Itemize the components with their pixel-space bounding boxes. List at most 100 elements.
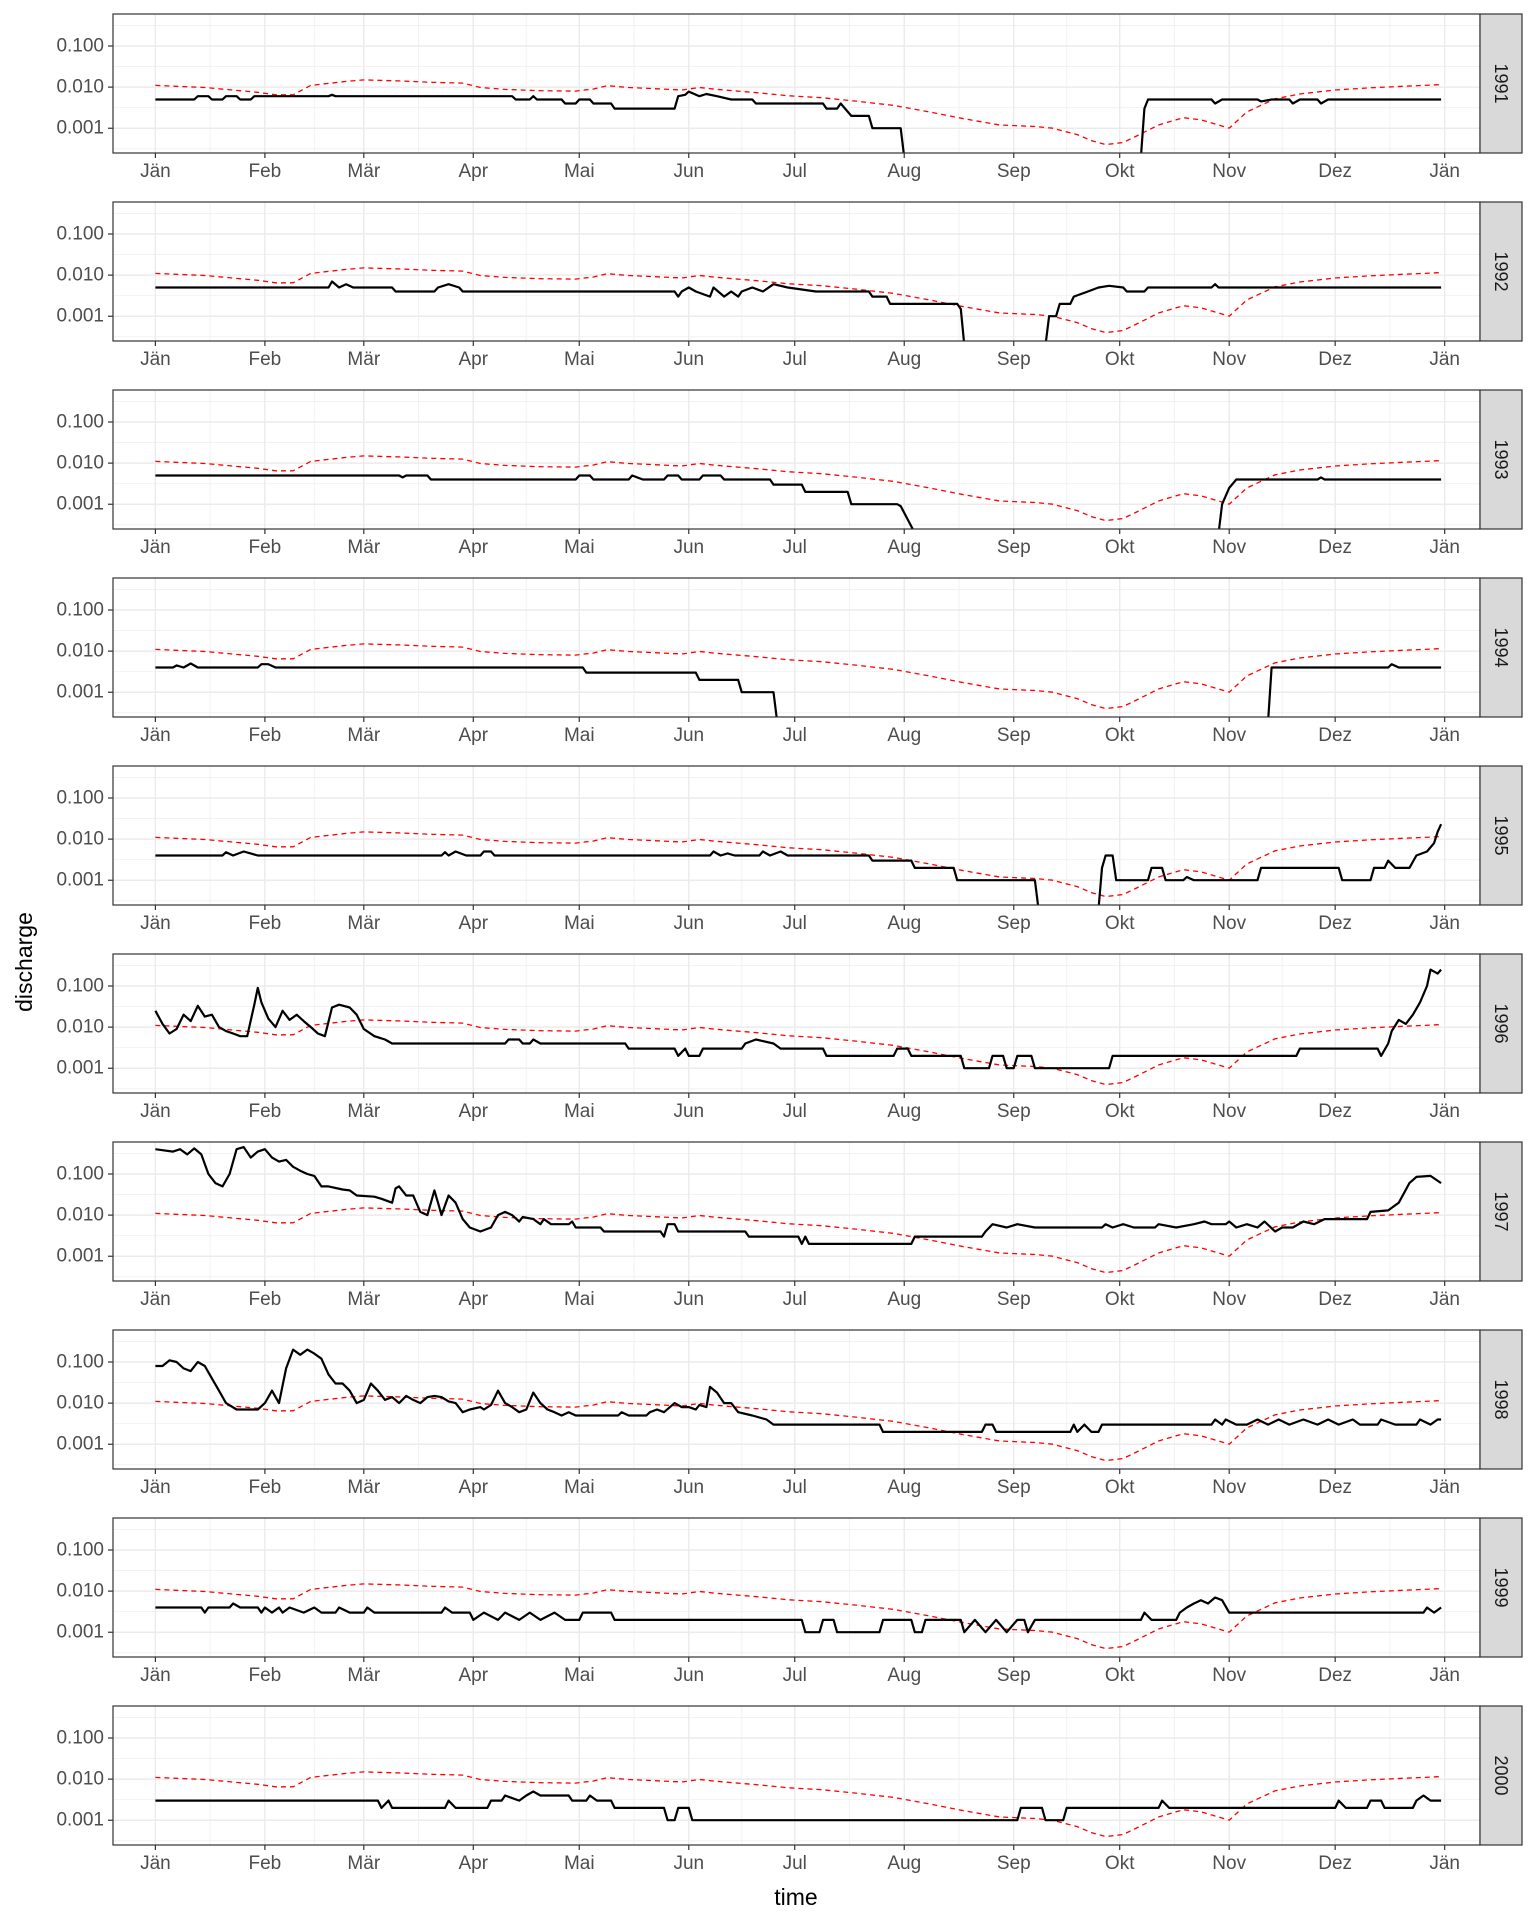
x-tick-label: Jul: [783, 1665, 807, 1686]
x-tick-label: Okt: [1105, 725, 1135, 746]
x-tick-label: Sep: [997, 537, 1031, 558]
x-tick-label: Feb: [249, 1477, 282, 1498]
x-tick-label: Aug: [887, 913, 921, 934]
x-tick-label: Jul: [783, 725, 807, 746]
discharge-line: [155, 662, 1442, 717]
x-tick-label: Mai: [564, 161, 595, 182]
panel-background: [113, 202, 1480, 341]
x-tick-label: Jul: [783, 1477, 807, 1498]
strip-label: 1994: [1491, 627, 1511, 667]
x-tick-label: Feb: [249, 1665, 282, 1686]
x-tick-label: Jun: [673, 537, 704, 558]
y-tick-label: 0.010: [56, 1769, 104, 1790]
x-axis-title: time: [774, 1884, 817, 1910]
y-tick-label: 0.010: [56, 1205, 104, 1226]
x-tick-label: Sep: [997, 1101, 1031, 1122]
x-tick-label: Nov: [1212, 913, 1246, 934]
y-tick-label: 0.001: [56, 118, 104, 139]
x-tick-label: Jun: [673, 913, 704, 934]
x-tick-label: Aug: [887, 537, 921, 558]
y-tick-label: 0.010: [56, 829, 104, 850]
x-tick-label: Sep: [997, 349, 1031, 370]
x-tick-label: Mai: [564, 1101, 595, 1122]
x-tick-label: Apr: [459, 349, 489, 370]
panel-background: [113, 1142, 1480, 1281]
y-tick-label: 0.100: [56, 1539, 104, 1560]
x-tick-label: Feb: [249, 1101, 282, 1122]
panel-2000: 2000 0.001 0.010 0.100 Jän Feb Mär Apr Mai Jun Jul…: [56, 1705, 1523, 1874]
strip-box: [1479, 1705, 1523, 1846]
strip-label: 2000: [1491, 1755, 1511, 1795]
x-tick-label: Jän: [1429, 913, 1460, 934]
x-tick-label: Apr: [459, 1853, 489, 1874]
x-tick-label: Feb: [249, 913, 282, 934]
x-tick-label: Apr: [459, 1101, 489, 1122]
x-tick-label: Jun: [673, 1289, 704, 1310]
y-tick-label: 0.100: [56, 1351, 104, 1372]
x-tick-label: Mär: [347, 537, 380, 558]
reference-line: [155, 1583, 1442, 1650]
strip-box: [1479, 389, 1523, 530]
reference-line: [155, 1395, 1442, 1462]
x-tick-label: Mär: [347, 725, 380, 746]
y-tick-label: 0.001: [56, 1810, 104, 1831]
x-tick-label: Sep: [997, 1477, 1031, 1498]
y-tick-label: 0.010: [56, 1581, 104, 1602]
x-tick-label: Jän: [1429, 725, 1460, 746]
reference-line: [155, 1019, 1442, 1086]
x-tick-label: Aug: [887, 1853, 921, 1874]
panel-background: [113, 954, 1480, 1093]
y-tick-label: 0.100: [56, 787, 104, 808]
x-tick-label: Okt: [1105, 1101, 1135, 1122]
y-tick-label: 0.001: [56, 682, 104, 703]
x-tick-label: Nov: [1212, 161, 1246, 182]
x-tick-label: Jul: [783, 913, 807, 934]
x-tick-label: Mär: [347, 349, 380, 370]
x-tick-label: Aug: [887, 1665, 921, 1686]
x-tick-label: Jän: [1429, 349, 1460, 370]
x-tick-label: Jun: [673, 1477, 704, 1498]
x-tick-label: Jän: [140, 1853, 171, 1874]
x-tick-label: Nov: [1212, 725, 1246, 746]
x-tick-label: Nov: [1212, 1665, 1246, 1686]
discharge-line: [155, 1596, 1442, 1634]
x-tick-label: Dez: [1318, 1853, 1352, 1874]
x-tick-label: Sep: [997, 913, 1031, 934]
x-tick-label: Okt: [1105, 913, 1135, 934]
x-tick-label: Jän: [1429, 1853, 1460, 1874]
panel-background: [113, 1518, 1480, 1657]
y-tick-label: 0.100: [56, 411, 104, 432]
x-tick-label: Mai: [564, 1477, 595, 1498]
x-tick-label: Feb: [249, 1289, 282, 1310]
x-tick-label: Feb: [249, 349, 282, 370]
x-tick-label: Okt: [1105, 1665, 1135, 1686]
x-tick-label: Aug: [887, 1289, 921, 1310]
strip-box: [1479, 953, 1523, 1094]
x-tick-label: Aug: [887, 1101, 921, 1122]
x-tick-label: Sep: [997, 1853, 1031, 1874]
x-tick-label: Jän: [140, 161, 171, 182]
x-tick-label: Jän: [140, 1101, 171, 1122]
x-tick-label: Apr: [459, 1477, 489, 1498]
panel-1993: 1993 0.001 0.010 0.100 Jän Feb Mär Apr Mai Jun Jul…: [56, 389, 1523, 558]
x-tick-label: Feb: [249, 1853, 282, 1874]
x-tick-label: Mai: [564, 725, 595, 746]
x-tick-label: Mär: [347, 1289, 380, 1310]
x-tick-label: Dez: [1318, 1289, 1352, 1310]
x-tick-label: Nov: [1212, 1101, 1246, 1122]
strip-label: 1997: [1491, 1191, 1511, 1231]
x-tick-label: Jun: [673, 1853, 704, 1874]
y-tick-label: 0.001: [56, 1622, 104, 1643]
x-tick-label: Apr: [459, 537, 489, 558]
x-tick-label: Okt: [1105, 1477, 1135, 1498]
strip-box: [1479, 13, 1523, 154]
x-tick-label: Apr: [459, 1289, 489, 1310]
y-tick-label: 0.100: [56, 1163, 104, 1184]
reference-line: [155, 455, 1442, 522]
strip-label: 1999: [1491, 1567, 1511, 1607]
discharge-line: [155, 1348, 1442, 1433]
y-tick-label: 0.100: [56, 223, 104, 244]
x-tick-label: Jän: [140, 349, 171, 370]
x-tick-label: Mai: [564, 537, 595, 558]
